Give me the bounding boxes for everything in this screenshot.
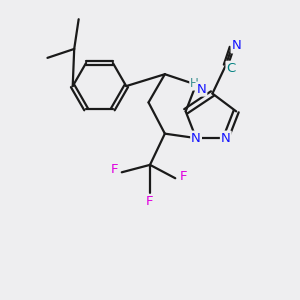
Text: F: F [146,195,154,208]
Text: F: F [111,164,118,176]
Text: N: N [221,132,231,145]
Text: H: H [190,76,199,90]
Text: F: F [180,170,187,183]
Text: N: N [196,82,206,96]
Text: C: C [226,62,236,75]
Text: N: N [232,40,242,52]
Text: N: N [191,132,201,145]
